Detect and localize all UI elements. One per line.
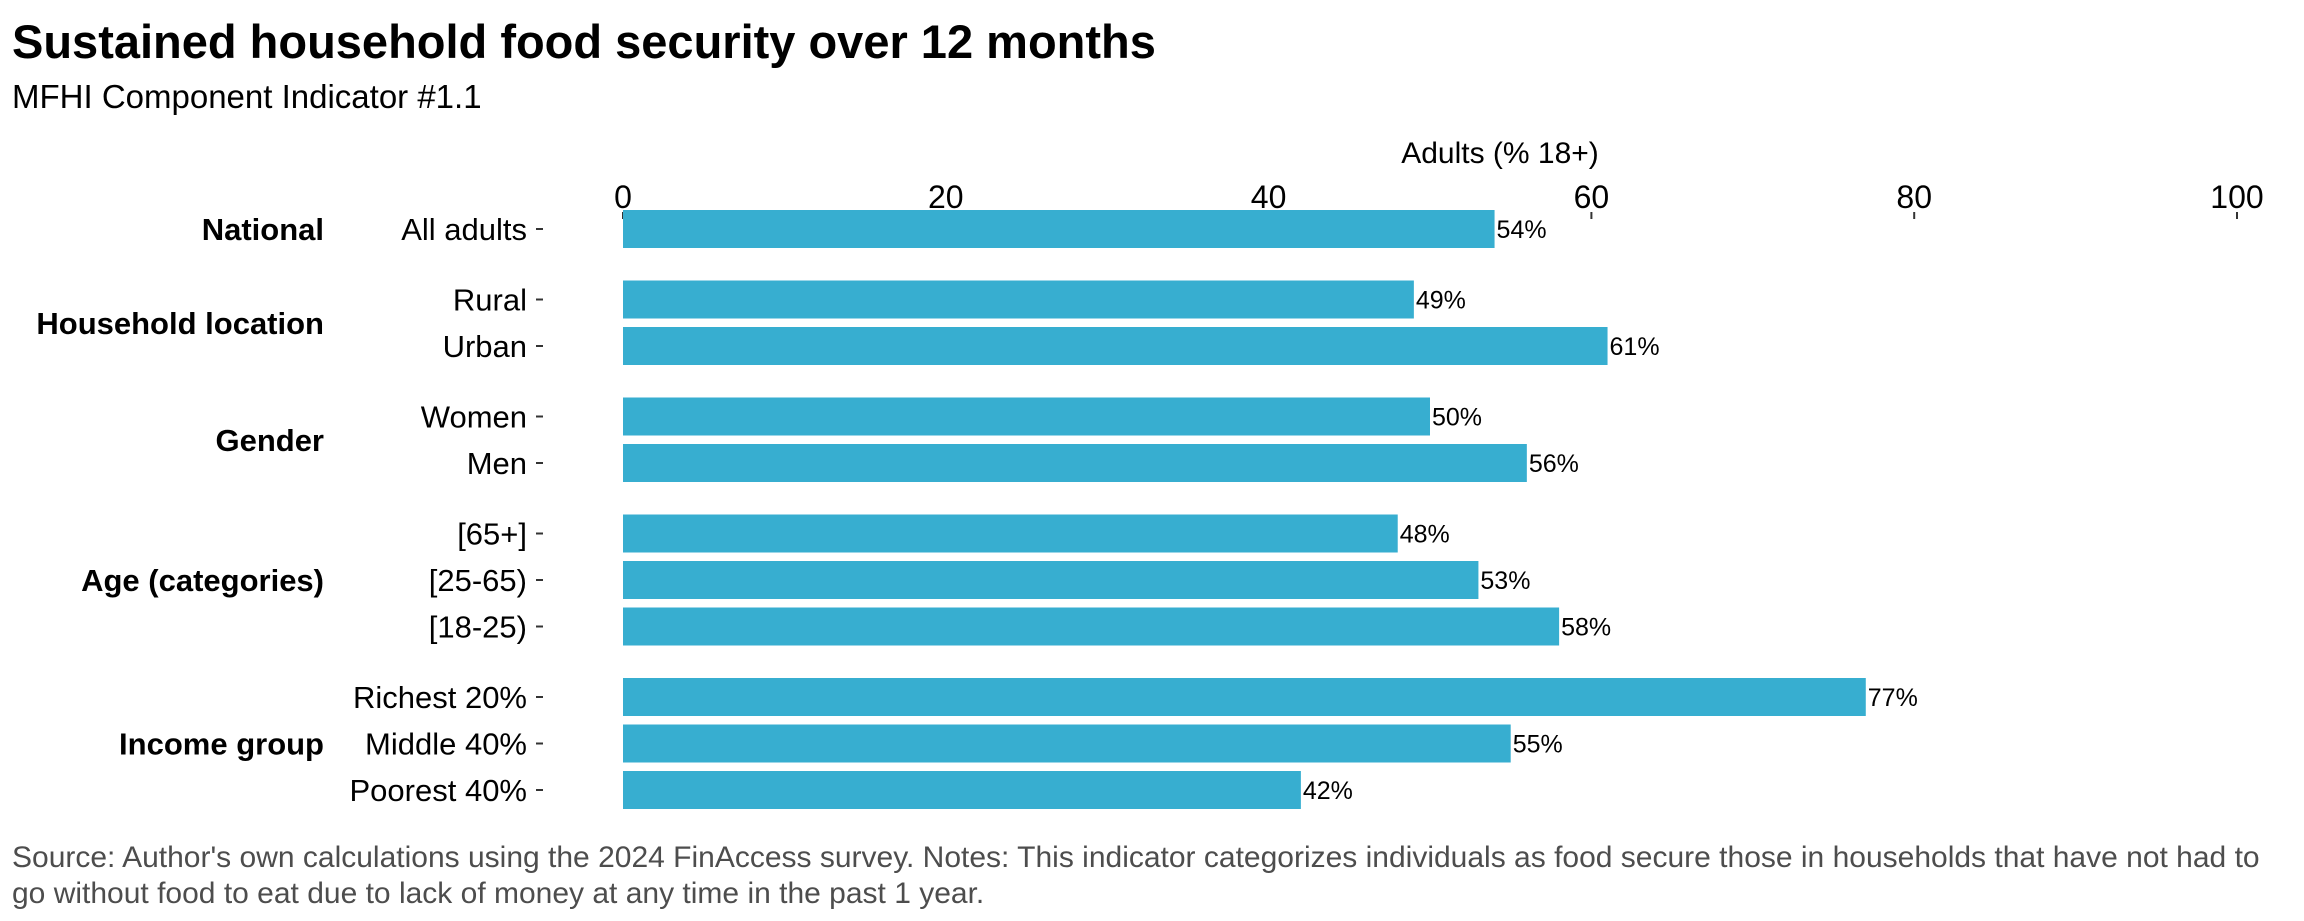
category-label: [25-65) — [429, 563, 527, 598]
x-tick-label: 60 — [1574, 179, 1610, 215]
x-axis-ticks: 0 20 40 60 80 100 — [614, 179, 2264, 219]
group-label: Age (categories) — [81, 563, 324, 598]
group-label: Gender — [215, 423, 324, 458]
category-label: [18-25) — [429, 610, 527, 645]
x-tick-label: 40 — [1251, 179, 1287, 215]
bar-value-label: 54% — [1497, 216, 1547, 244]
group-label: Income group — [119, 727, 324, 762]
bar — [623, 607, 1560, 646]
bar — [623, 327, 1608, 365]
bar — [623, 210, 1495, 248]
bar — [623, 724, 1511, 763]
x-tick-label: 100 — [2210, 179, 2263, 215]
bar-value-label: 53% — [1480, 567, 1530, 595]
chart-title: Sustained household food security over 1… — [12, 15, 1156, 68]
category-label: Rural — [453, 283, 527, 318]
category-label: Richest 20% — [353, 680, 527, 715]
group-labels: National Household location Gender Age (cat… — [36, 212, 324, 762]
x-tick-label: 20 — [928, 179, 964, 215]
group-label: National — [202, 212, 324, 247]
bar-value-label: 77% — [1868, 684, 1918, 712]
category-label: All adults — [401, 212, 527, 247]
category-label: [65+] — [457, 517, 527, 552]
category-label: Poorest 40% — [350, 773, 528, 808]
bar-value-label: 56% — [1529, 450, 1579, 478]
bar-value-label: 58% — [1561, 614, 1611, 642]
bar — [623, 678, 1866, 716]
bar-value-label: 61% — [1610, 333, 1660, 361]
category-label: Men — [467, 446, 527, 481]
x-tick-label: 80 — [1896, 179, 1932, 215]
category-labels: All adults Rural Urban Women Men [65+] [25-65)… — [350, 212, 543, 808]
bar — [623, 561, 1479, 599]
bars: 54% 49% 61% 50% 56% 48% 53% 58% 77% 55% 42% — [623, 210, 1918, 809]
category-label: Women — [421, 400, 527, 435]
category-label: Middle 40% — [365, 727, 527, 762]
bar-value-label: 55% — [1513, 731, 1563, 759]
bar-value-label: 49% — [1416, 287, 1466, 315]
group-label: Household location — [36, 306, 324, 341]
bar — [623, 514, 1398, 553]
bar — [623, 280, 1414, 319]
x-tick-label: 0 — [614, 179, 632, 215]
chart-subtitle: MFHI Component Indicator #1.1 — [12, 78, 482, 115]
category-label: Urban — [443, 329, 527, 364]
x-axis-label: Adults (% 18+) — [1401, 137, 1599, 170]
bar-value-label: 42% — [1303, 777, 1353, 805]
bar-value-label: 48% — [1400, 521, 1450, 549]
bar-value-label: 50% — [1432, 404, 1482, 432]
bar — [623, 397, 1430, 436]
bar — [623, 771, 1301, 809]
bar — [623, 444, 1527, 482]
source-note: Source: Author's own calculations using … — [12, 841, 2260, 910]
